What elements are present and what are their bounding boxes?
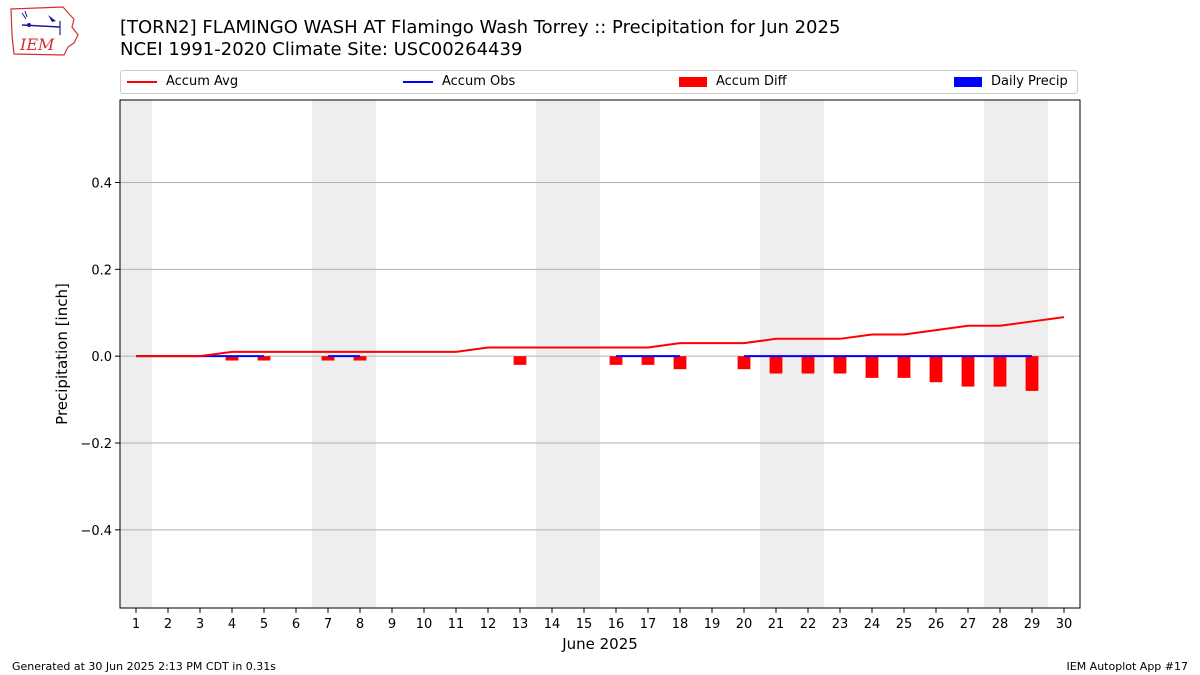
- chart-title: [TORN2] FLAMINGO WASH AT Flamingo Wash T…: [120, 17, 841, 38]
- diff-bar-29: [1025, 356, 1039, 391]
- logo-text: IEM: [19, 35, 55, 54]
- x-tick-label-11: 11: [448, 617, 465, 632]
- x-tick-label-9: 9: [388, 617, 396, 632]
- y-tick-label-4: 0.4: [91, 176, 112, 191]
- diff-bar-7: [321, 356, 335, 361]
- y-tick-label-2: 0.0: [91, 350, 112, 365]
- weekend-shade-7: [312, 100, 344, 608]
- x-tick-label-21: 21: [768, 617, 785, 632]
- diff-bar-28: [993, 356, 1007, 387]
- diff-bar-21: [769, 356, 783, 374]
- x-tick-label-7: 7: [324, 617, 332, 632]
- x-tick-label-27: 27: [960, 617, 977, 632]
- weekend-shade-15: [568, 100, 600, 608]
- diff-bar-5: [257, 356, 271, 361]
- x-tick-label-1: 1: [132, 617, 140, 632]
- legend-item-accum-avg: Accum Avg: [127, 74, 238, 89]
- app-label: IEM Autoplot App #17: [1066, 660, 1189, 673]
- x-tick-label-18: 18: [672, 617, 689, 632]
- weekend-shade-22: [792, 100, 824, 608]
- diff-bar-18: [673, 356, 687, 370]
- y-axis-label: Precipitation [inch]: [53, 283, 71, 425]
- diff-bar-23: [833, 356, 847, 374]
- legend-item-accum-diff: Accum Diff: [679, 74, 787, 89]
- legend-swatch-accum-avg: [127, 80, 157, 83]
- y-tick-label-0: −0.4: [80, 524, 112, 539]
- x-tick-label-10: 10: [416, 617, 433, 632]
- weekend-shade-28: [984, 100, 1016, 608]
- legend-item-daily-precip: Daily Precip: [954, 74, 1068, 89]
- x-tick-label-17: 17: [640, 617, 657, 632]
- legend-item-accum-obs: Accum Obs: [403, 74, 515, 89]
- x-tick-label-30: 30: [1056, 617, 1073, 632]
- diff-bar-24: [865, 356, 879, 378]
- x-tick-label-13: 13: [512, 617, 529, 632]
- legend-label-accum-avg: Accum Avg: [166, 74, 239, 89]
- weekend-shade-8: [344, 100, 376, 608]
- diff-bar-26: [929, 356, 943, 383]
- legend-label-daily-precip: Daily Precip: [991, 74, 1068, 89]
- x-tick-label-16: 16: [608, 617, 625, 632]
- x-tick-label-3: 3: [196, 617, 204, 632]
- plot-area: [120, 100, 1080, 608]
- x-axis-label: June 2025: [561, 635, 638, 653]
- x-tick-label-26: 26: [928, 617, 945, 632]
- x-tick-label-29: 29: [1024, 617, 1041, 632]
- weekend-shade-29: [1016, 100, 1048, 608]
- generated-timestamp: Generated at 30 Jun 2025 2:13 PM CDT in …: [12, 660, 277, 673]
- x-tick-label-8: 8: [356, 617, 364, 632]
- legend-swatch-accum-diff: [679, 76, 707, 87]
- legend-label-accum-diff: Accum Diff: [716, 74, 787, 89]
- legend-swatch-accum-obs: [403, 80, 433, 83]
- diff-bar-20: [737, 356, 751, 370]
- weekend-shade-14: [536, 100, 568, 608]
- y-tick-label-3: 0.2: [91, 263, 112, 278]
- x-tick-label-6: 6: [292, 617, 300, 632]
- x-tick-label-25: 25: [896, 617, 913, 632]
- diff-bar-22: [801, 356, 815, 374]
- x-tick-label-24: 24: [864, 617, 881, 632]
- x-tick-label-23: 23: [832, 617, 849, 632]
- weekend-shade-1: [120, 100, 152, 608]
- x-tick-label-4: 4: [228, 617, 236, 632]
- legend-label-accum-obs: Accum Obs: [442, 74, 516, 89]
- x-tick-label-14: 14: [544, 617, 561, 632]
- diff-bar-17: [641, 356, 655, 365]
- legend: Accum Avg Accum Obs Accum Diff Daily Pre…: [120, 70, 1078, 94]
- plot-frame: [119, 99, 1081, 609]
- weekend-shade-21: [760, 100, 792, 608]
- x-tick-label-15: 15: [576, 617, 593, 632]
- x-tick-label-2: 2: [164, 617, 172, 632]
- diff-bar-4: [225, 356, 239, 361]
- x-tick-label-20: 20: [736, 617, 753, 632]
- diff-bar-13: [513, 356, 527, 365]
- diff-bar-25: [897, 356, 911, 378]
- x-tick-label-28: 28: [992, 617, 1009, 632]
- x-tick-label-5: 5: [260, 617, 268, 632]
- diff-bar-16: [609, 356, 623, 365]
- y-tick-label-1: −0.2: [80, 437, 112, 452]
- legend-swatch-daily-precip: [954, 76, 982, 87]
- iem-logo: IEM: [10, 6, 79, 56]
- x-tick-label-19: 19: [704, 617, 721, 632]
- x-tick-label-12: 12: [480, 617, 497, 632]
- x-tick-label-22: 22: [800, 617, 817, 632]
- chart-subtitle: NCEI 1991-2020 Climate Site: USC00264439: [120, 39, 523, 60]
- diff-bar-27: [961, 356, 975, 387]
- diff-bar-8: [353, 356, 367, 361]
- accum-avg-line: [136, 316, 1065, 358]
